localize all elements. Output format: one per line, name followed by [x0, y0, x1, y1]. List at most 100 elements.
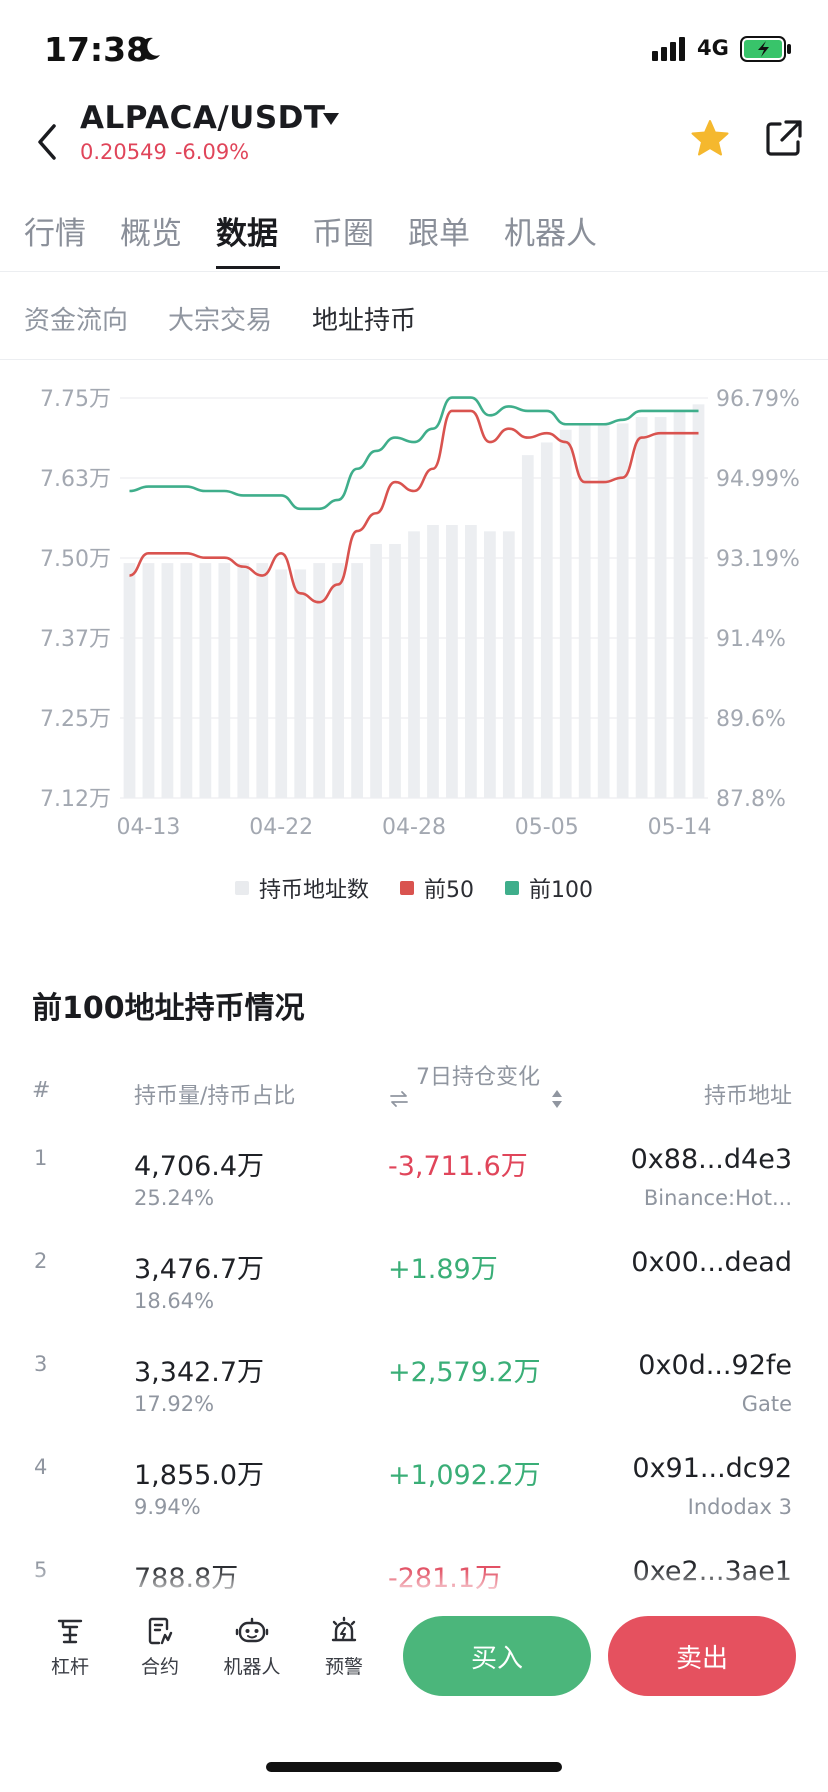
x-axis-tick: 05-14 — [648, 815, 712, 840]
alert-button[interactable]: 预警 — [304, 1616, 384, 1679]
pair-title[interactable]: ALPACA/USDT — [80, 100, 326, 136]
chart-bar — [654, 417, 667, 798]
row-address[interactable]: 0x00...dead — [631, 1247, 792, 1278]
back-button[interactable] — [28, 118, 64, 166]
row-amount: 788.8万 — [134, 1563, 239, 1594]
row-change: -3,711.6万 — [388, 1151, 528, 1182]
main-tabs: 行情 概览 数据 币圈 跟单 机器人 — [0, 200, 828, 272]
caret-down-icon[interactable] — [322, 112, 340, 126]
status-bar: 17:38 4G — [0, 0, 828, 100]
table-row[interactable]: 1 4,706.4万 25.24% -3,711.6万 0x88...d4e3 … — [0, 1136, 828, 1239]
chart-bar — [673, 410, 686, 798]
chart-bar — [465, 524, 477, 798]
sub-tabs: 资金流向 大宗交易 地址持币 — [0, 290, 828, 360]
chart-bar — [483, 531, 496, 798]
legend-label-top50: 前50 — [424, 878, 474, 903]
row-amount: 3,342.7万 — [134, 1357, 265, 1388]
legend-label-top100: 前100 — [529, 878, 593, 903]
status-time: 17:38 — [44, 30, 150, 69]
row-address[interactable]: 0x88...d4e3 — [630, 1144, 792, 1175]
signal-icon — [652, 37, 685, 61]
col-rank: # — [32, 1078, 51, 1103]
table-row[interactable]: 5 788.8万 -281.1万 0xe2...3ae1 — [0, 1548, 828, 1596]
robot-icon — [235, 1617, 269, 1643]
robot-label: 机器人 — [223, 1656, 281, 1678]
x-axis-tick: 04-13 — [116, 815, 180, 840]
chart-bar — [256, 563, 269, 798]
right-axis-tick: 89.6% — [716, 707, 786, 732]
right-axis-tick: 93.19% — [716, 547, 800, 572]
table-row[interactable]: 3 3,342.7万 17.92% +2,579.2万 0x0d...92fe … — [0, 1342, 828, 1445]
row-amount: 3,476.7万 — [134, 1254, 265, 1285]
tab-copytrade[interactable]: 跟单 — [408, 216, 470, 252]
bottom-action-bar: 杠杆 合约 机器人 预警 买入 卖出 — [0, 1592, 828, 1792]
row-address[interactable]: 0xe2...3ae1 — [632, 1556, 792, 1587]
home-indicator — [266, 1762, 562, 1772]
col-address: 持币地址 — [703, 1084, 792, 1109]
left-axis-tick: 7.12万 — [40, 787, 111, 812]
left-axis-tick: 7.50万 — [40, 547, 111, 572]
left-axis-tick: 7.63万 — [40, 467, 111, 492]
chart-bar — [389, 544, 401, 798]
chart-bar — [597, 423, 610, 798]
chart-bar — [616, 423, 629, 798]
legend-item-top100[interactable]: 前100 — [505, 872, 593, 904]
alert-label: 预警 — [324, 1656, 363, 1678]
legend-item-addresses[interactable]: 持币地址数 — [234, 872, 369, 904]
chart-bar — [578, 423, 591, 798]
row-change: -281.1万 — [388, 1563, 503, 1594]
subtab-block-trade[interactable]: 大宗交易 — [168, 306, 273, 336]
chart-bar — [161, 563, 174, 798]
section-title: 前100地址持币情况 — [32, 991, 305, 1026]
table-row[interactable]: 4 1,855.0万 9.94% +1,092.2万 0x91...dc92 I… — [0, 1445, 828, 1548]
tab-market[interactable]: 行情 — [24, 216, 86, 252]
chart-bar — [635, 417, 648, 798]
row-rank: 5 — [34, 1558, 48, 1582]
left-axis-tick: 7.25万 — [40, 707, 111, 732]
row-address[interactable]: 0x91...dc92 — [632, 1453, 792, 1484]
sort-icon — [552, 1090, 562, 1108]
x-axis-tick: 04-22 — [249, 815, 313, 840]
legend-label-addresses: 持币地址数 — [258, 878, 369, 903]
right-axis-tick: 94.99% — [716, 467, 800, 492]
row-address[interactable]: 0x0d...92fe — [638, 1350, 792, 1381]
chart-bar — [180, 563, 193, 798]
tab-overview[interactable]: 概览 — [120, 216, 182, 252]
chart-bar — [332, 563, 345, 798]
leverage-button[interactable]: 杠杆 — [30, 1616, 110, 1679]
holdings-chart[interactable]: 7.12万 87.8% 7.25万 89.6% 7.37万 91.4% 7.50万 93.19… — [0, 370, 828, 930]
chart-bar — [427, 524, 439, 798]
swap-icon — [390, 1091, 408, 1107]
favorite-star-icon[interactable] — [690, 118, 730, 158]
chart-bar — [370, 544, 382, 798]
tab-community[interactable]: 币圈 — [312, 216, 374, 252]
subtab-address-holdings[interactable]: 地址持币 — [312, 306, 417, 336]
chart-bar — [559, 429, 572, 798]
x-axis-tick: 05-05 — [515, 815, 579, 840]
contract-button[interactable]: 合约 — [120, 1616, 200, 1679]
chart-bar — [142, 563, 155, 798]
subtab-fund-flow[interactable]: 资金流向 — [24, 306, 129, 336]
col-change-sort[interactable]: 7日持仓变化 — [388, 1066, 564, 1110]
chart-bar — [521, 455, 534, 798]
buy-button[interactable]: 买入 — [403, 1616, 591, 1696]
last-price: 0.20549 — [80, 140, 167, 164]
leverage-icon — [57, 1619, 83, 1644]
chart-bar — [502, 531, 515, 798]
chart-legend: 持币地址数 前50 前100 — [0, 872, 828, 912]
legend-item-top50[interactable]: 前50 — [400, 872, 474, 904]
tab-data[interactable]: 数据 — [216, 216, 278, 252]
col-amount: 持币量/持币占比 — [134, 1084, 296, 1109]
top50-line — [129, 409, 699, 604]
sell-button[interactable]: 卖出 — [608, 1616, 796, 1696]
share-icon[interactable] — [764, 118, 804, 158]
tab-bots[interactable]: 机器人 — [504, 216, 597, 252]
network-type: 4G — [697, 36, 729, 60]
legend-swatch-top100 — [505, 881, 519, 895]
chart-bar — [540, 442, 553, 798]
legend-swatch-top50 — [400, 881, 414, 895]
chart-bar — [199, 563, 212, 798]
chart-bar — [275, 569, 288, 798]
robot-button[interactable]: 机器人 — [212, 1616, 292, 1679]
table-row[interactable]: 2 3,476.7万 18.64% +1.89万 0x00...dead — [0, 1239, 828, 1342]
